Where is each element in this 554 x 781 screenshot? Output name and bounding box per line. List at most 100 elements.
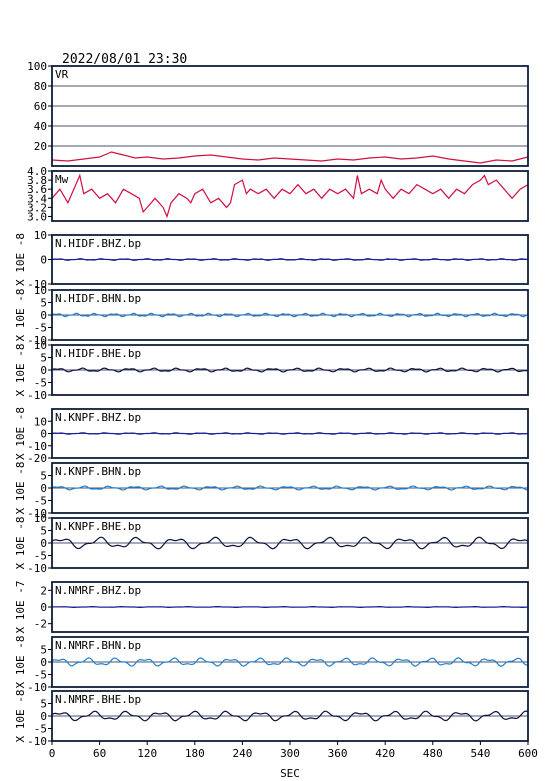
panel-nmrf-bhn: N.NMRF.BHN.bp 50-5-10X 10E -8 bbox=[14, 636, 529, 694]
figure-datetime: 2022/08/01 23:30 bbox=[62, 52, 187, 67]
y-tick-label: -2 bbox=[34, 618, 47, 631]
y-tick-label: -5 bbox=[34, 723, 47, 736]
series-line-nmrf-bhe bbox=[51, 710, 529, 722]
panel-frame bbox=[51, 170, 529, 222]
y-unit-label: X 10E -8 bbox=[14, 407, 27, 460]
x-tick-label: 60 bbox=[93, 747, 106, 760]
y-tick-label: 0 bbox=[40, 309, 47, 322]
y-tick-label: 0 bbox=[40, 482, 47, 495]
series-line-knpf-bhe bbox=[51, 536, 529, 550]
x-axis: 0 60 120 180 240 300 360 420 480 540 600 bbox=[49, 741, 538, 760]
y-tick-label: 80 bbox=[34, 80, 47, 93]
panel-knpf-bhn: N.KNPF.BHN.bp 50-5-10X 10E -8 bbox=[14, 462, 529, 520]
y-tick-label: -10 bbox=[27, 735, 47, 748]
y-tick-label: -5 bbox=[34, 669, 47, 682]
y-tick-label: 60 bbox=[34, 100, 47, 113]
panel-label: N.HIDF.BHE.bp bbox=[55, 347, 141, 360]
y-tick-label: 5 bbox=[40, 352, 47, 365]
panel-hidf-bhz: N.HIDF.BHZ.bp 10 0 -10X 10E -8 bbox=[14, 229, 529, 291]
y-unit-label: X 10E -8 bbox=[14, 690, 27, 743]
panels: VR10080604020Mw4.03.83.63.43.23.0N.HIDF.… bbox=[14, 60, 529, 748]
y-tick-label: 0 bbox=[40, 710, 47, 723]
y-tick-label: -10 bbox=[27, 507, 47, 520]
y-tick-label: 0 bbox=[40, 254, 47, 267]
y-tick-label: -10 bbox=[27, 440, 47, 453]
panel-knpf-bhz: N.KNPF.BHZ.bp 100-10-20X 10E -8 bbox=[14, 407, 529, 465]
x-axis-label: SEC bbox=[280, 767, 300, 780]
y-tick-label: 5 bbox=[40, 525, 47, 538]
panel-mw: Mw 4.03.83.63.43.23.0 bbox=[27, 165, 529, 223]
y-tick-label: 10 bbox=[34, 415, 47, 428]
y-tick-label: 0 bbox=[40, 601, 47, 614]
y-unit-label: X 10E -8 bbox=[14, 289, 27, 342]
y-tick-label: 5 bbox=[40, 698, 47, 711]
y-unit-label: X 10E -8 bbox=[14, 517, 27, 570]
y-tick-label: -10 bbox=[27, 562, 47, 575]
panel-label: N.KNPF.BHZ.bp bbox=[55, 411, 141, 424]
series-line-nmrf-bhz bbox=[51, 605, 529, 609]
series-line-knpf-bhz bbox=[51, 432, 529, 435]
y-tick-label: -10 bbox=[27, 278, 47, 291]
y-unit-label: X 10E -8 bbox=[14, 462, 27, 515]
series-line-nmrf-bhn bbox=[51, 657, 529, 667]
y-tick-label: -5 bbox=[34, 550, 47, 563]
panel-label: N.KNPF.BHE.bp bbox=[55, 520, 141, 533]
series-line-hidf-bhe bbox=[51, 367, 529, 373]
x-tick-label: 120 bbox=[137, 747, 157, 760]
y-tick-label: 10 bbox=[34, 512, 47, 525]
x-tick-label: 0 bbox=[49, 747, 56, 760]
panel-label: VR bbox=[55, 68, 69, 81]
y-tick-label: 5 bbox=[40, 470, 47, 483]
panel-frame bbox=[51, 65, 529, 167]
panel-nmrf-bhe: N.NMRF.BHE.bp 50-5-10X 10E -8 bbox=[14, 690, 529, 748]
y-tick-label: 100 bbox=[27, 60, 47, 73]
series-line-mw bbox=[51, 173, 529, 219]
series-line-hidf-bhn bbox=[51, 312, 529, 318]
y-unit-label: X 10E -8 bbox=[14, 344, 27, 397]
y-tick-label: -10 bbox=[27, 389, 47, 402]
y-tick-label: 10 bbox=[34, 284, 47, 297]
panel-label: N.HIDF.BHN.bp bbox=[55, 292, 141, 305]
x-tick-label: 180 bbox=[185, 747, 205, 760]
y-tick-label: -5 bbox=[34, 322, 47, 335]
panel-nmrf-bhz: N.NMRF.BHZ.bp 2 0 -2 X 10E -7 bbox=[14, 581, 529, 633]
y-unit-label: X 10E -8 bbox=[14, 636, 27, 689]
y-unit-label: X 10E -8 bbox=[14, 233, 27, 286]
panel-label: N.HIDF.BHZ.bp bbox=[55, 237, 141, 250]
series-line-vr bbox=[51, 151, 529, 164]
series-line-knpf-bhn bbox=[51, 485, 529, 491]
x-tick-label: 480 bbox=[423, 747, 443, 760]
y-tick-label: 3.0 bbox=[27, 210, 47, 223]
y-tick-label: 10 bbox=[34, 339, 47, 352]
y-tick-label: 40 bbox=[34, 120, 47, 133]
panel-label: N.KNPF.BHN.bp bbox=[55, 465, 141, 478]
x-tick-label: 420 bbox=[375, 747, 395, 760]
y-tick-label: 3.8 bbox=[27, 174, 47, 187]
y-tick-label: 0 bbox=[40, 428, 47, 441]
y-tick-label: 3.4 bbox=[27, 192, 47, 205]
y-tick-label: 4.0 bbox=[27, 165, 47, 178]
panel-label: N.NMRF.BHN.bp bbox=[55, 639, 141, 652]
panel-vr: VR 100 80 60 40 20 bbox=[27, 60, 529, 167]
y-tick-label: 0 bbox=[40, 364, 47, 377]
panel-label: Mw bbox=[55, 173, 69, 186]
y-tick-label: -20 bbox=[27, 452, 47, 465]
y-tick-label: -10 bbox=[27, 334, 47, 347]
y-tick-label: 2 bbox=[40, 584, 47, 597]
y-tick-label: -10 bbox=[27, 681, 47, 694]
y-tick-label: -5 bbox=[34, 495, 47, 508]
x-tick-label: 240 bbox=[232, 747, 252, 760]
y-tick-label: 0 bbox=[40, 656, 47, 669]
y-tick-label: 5 bbox=[40, 297, 47, 310]
x-tick-label: 600 bbox=[518, 747, 538, 760]
y-tick-label: 20 bbox=[34, 140, 47, 153]
y-tick-label: 3.6 bbox=[27, 183, 47, 196]
series-line-hidf-bhz bbox=[51, 258, 528, 261]
y-tick-label: -5 bbox=[34, 377, 47, 390]
panel-label: N.NMRF.BHZ.bp bbox=[55, 584, 141, 597]
y-tick-label: 5 bbox=[40, 644, 47, 657]
